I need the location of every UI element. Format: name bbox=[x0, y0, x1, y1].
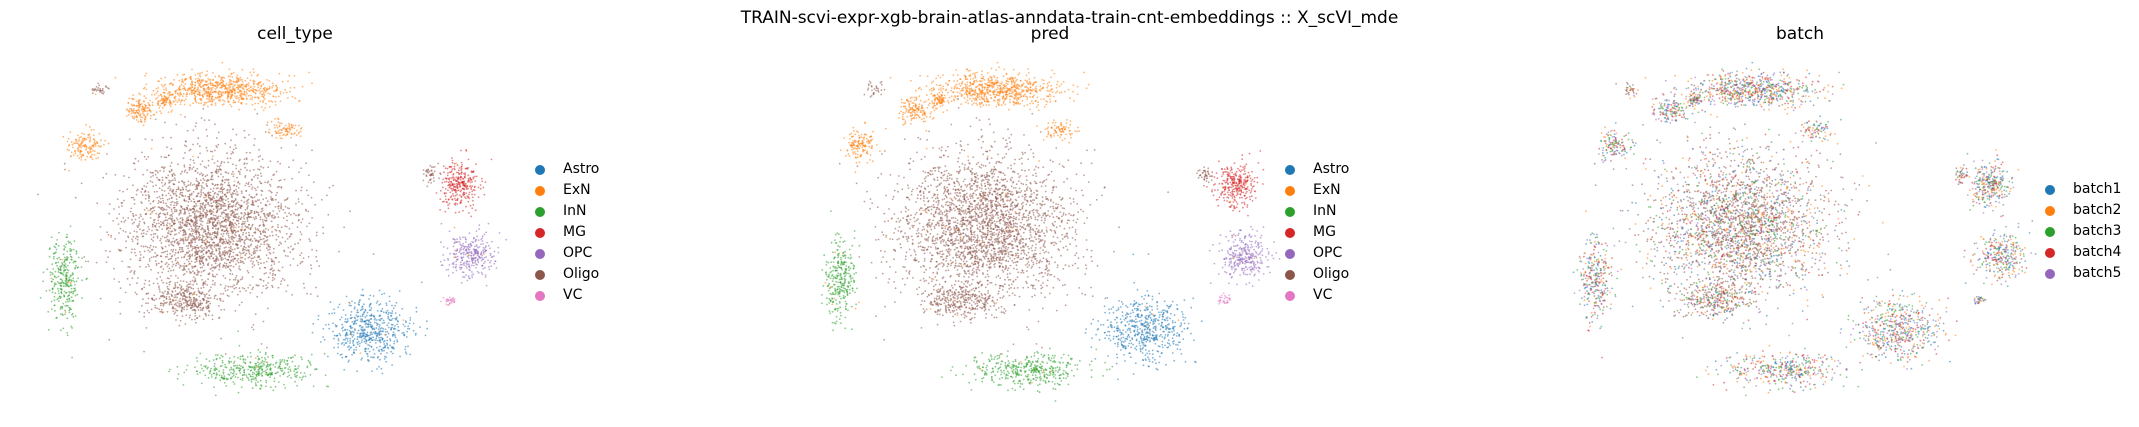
cluster-inn bbox=[1696, 344, 1863, 397]
cluster-inn bbox=[821, 210, 861, 332]
legend-label: batch5 bbox=[2073, 265, 2122, 281]
legend-marker bbox=[2045, 269, 2055, 279]
legend-marker bbox=[1285, 291, 1295, 301]
legend-pred: Astro ExN InN MG OPC Oligo VC bbox=[1285, 160, 1380, 310]
cluster-inn bbox=[941, 347, 1114, 402]
legend-label: batch3 bbox=[2073, 223, 2122, 239]
cluster-oligo bbox=[863, 80, 886, 98]
legend-marker bbox=[535, 291, 545, 301]
cluster-vc bbox=[440, 296, 456, 307]
legend-marker bbox=[535, 249, 545, 259]
umap-scatter-pred bbox=[821, 61, 1281, 402]
cluster-oligo bbox=[91, 82, 110, 96]
cluster-oligo bbox=[134, 279, 263, 322]
legend-marker bbox=[2045, 185, 2055, 195]
cluster-oligo bbox=[1196, 166, 1214, 187]
cluster-exn bbox=[1685, 90, 1706, 115]
cluster-oligo bbox=[422, 162, 441, 188]
cluster-exn bbox=[266, 117, 303, 140]
cluster-astro bbox=[1084, 253, 1203, 381]
panel-title: pred bbox=[1030, 24, 1070, 44]
legend-marker bbox=[535, 228, 545, 238]
cluster-oligo bbox=[916, 278, 1014, 326]
legend-marker bbox=[1285, 270, 1295, 280]
cluster-exn bbox=[898, 89, 937, 132]
cluster-oligo bbox=[1615, 81, 1639, 100]
cluster-opc bbox=[439, 222, 508, 287]
legend-label: Oligo bbox=[563, 266, 600, 282]
legend-batch: batch1 batch2 batch3 batch4 batch5 bbox=[2045, 180, 2135, 290]
cluster-mg bbox=[1206, 150, 1265, 217]
legend-label: ExN bbox=[1313, 182, 1341, 198]
cluster-exn bbox=[1598, 122, 1637, 170]
legend-label: InN bbox=[1313, 203, 1337, 219]
legend-marker bbox=[2045, 227, 2055, 237]
legend-label: VC bbox=[563, 287, 583, 303]
cluster-oligo bbox=[1955, 164, 1969, 186]
cluster-oligo bbox=[1593, 104, 1892, 363]
panel-title: cell_type bbox=[257, 24, 333, 44]
panel-batch: batch batch1 batch2 batch3 batch4 batch5 bbox=[1530, 0, 2139, 427]
legend-marker bbox=[1285, 207, 1295, 217]
legend-marker bbox=[1285, 165, 1295, 175]
legend-label: VC bbox=[1313, 287, 1333, 303]
legend-label: MG bbox=[1313, 224, 1336, 240]
cluster-astro bbox=[311, 281, 429, 375]
legend-label: MG bbox=[563, 224, 586, 240]
legend-marker bbox=[2045, 248, 2055, 258]
cluster-exn bbox=[62, 123, 110, 172]
legend-label: batch1 bbox=[2073, 181, 2122, 197]
cluster-inn bbox=[168, 330, 330, 397]
legend-label: batch2 bbox=[2073, 202, 2122, 218]
legend-label: ExN bbox=[563, 182, 591, 198]
cluster-inn bbox=[39, 225, 88, 359]
cluster-exn bbox=[1651, 91, 1688, 124]
cluster-oligo bbox=[838, 97, 1169, 355]
point-cloud bbox=[1572, 61, 2037, 397]
legend-marker bbox=[2045, 206, 2055, 216]
cluster-astro bbox=[1839, 253, 1958, 370]
legend-marker bbox=[535, 165, 545, 175]
cluster-exn bbox=[1036, 118, 1080, 144]
umap-scatter-batch bbox=[1572, 61, 2037, 397]
umap-scatter-cell-type bbox=[37, 61, 508, 397]
figure-suptitle: TRAIN-scvi-expr-xgb-brain-atlas-anndata-… bbox=[740, 8, 1399, 28]
panel-title: batch bbox=[1776, 24, 1824, 44]
point-cloud bbox=[821, 61, 1281, 402]
cluster-mg bbox=[1960, 149, 2020, 218]
legend-label: OPC bbox=[563, 245, 593, 261]
cluster-opc bbox=[1963, 220, 2037, 287]
cluster-vc bbox=[1217, 292, 1231, 305]
legend-marker bbox=[1285, 186, 1295, 196]
cluster-inn bbox=[1572, 210, 1619, 359]
cluster-exn bbox=[928, 89, 950, 110]
cluster-oligo bbox=[37, 102, 375, 355]
legend-marker bbox=[535, 186, 545, 196]
cluster-opc bbox=[1208, 225, 1281, 287]
legend-marker bbox=[1285, 249, 1295, 259]
cluster-exn bbox=[156, 91, 177, 113]
panel-cell-type: cell_type Astro ExN InN MG OPC Oligo VC bbox=[30, 0, 630, 427]
legend-label: Astro bbox=[1313, 161, 1350, 177]
cluster-exn bbox=[125, 92, 166, 127]
legend-label: InN bbox=[563, 203, 587, 219]
point-cloud bbox=[37, 61, 508, 397]
cluster-vc bbox=[1973, 295, 1987, 305]
cluster-exn bbox=[889, 61, 1090, 120]
cluster-exn bbox=[1644, 61, 1845, 120]
cluster-mg bbox=[430, 149, 493, 229]
legend-marker bbox=[535, 270, 545, 280]
cluster-exn bbox=[839, 121, 887, 174]
cluster-oligo bbox=[1668, 278, 1769, 324]
legend-label: batch4 bbox=[2073, 244, 2122, 260]
legend-marker bbox=[535, 207, 545, 217]
cluster-exn bbox=[1794, 115, 1842, 143]
legend-label: Oligo bbox=[1313, 266, 1350, 282]
legend-label: Astro bbox=[563, 161, 600, 177]
cluster-exn bbox=[114, 61, 313, 116]
legend-marker bbox=[1285, 228, 1295, 238]
legend-cell-type: Astro ExN InN MG OPC Oligo VC bbox=[535, 160, 630, 310]
legend-label: OPC bbox=[1313, 245, 1343, 261]
panel-pred: pred Astro ExN InN MG OPC Oligo VC bbox=[780, 0, 1380, 427]
